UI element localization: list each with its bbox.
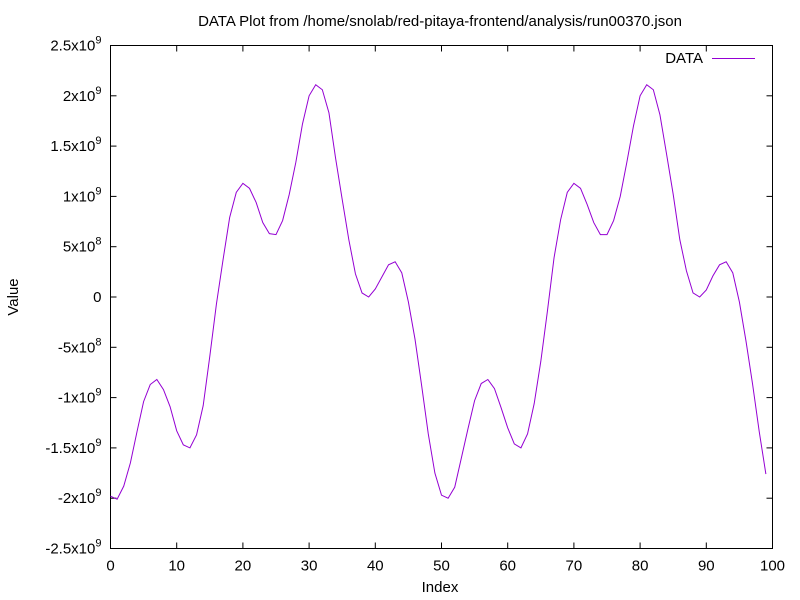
- x-tick-labels: 0 10 20 30 40 50 60 70 80 90 100: [106, 558, 785, 575]
- tick-marks: [110, 45, 773, 549]
- y-tick-label: -1x109: [58, 387, 102, 407]
- y-tick-exponent: 9: [95, 387, 101, 399]
- x-tick-label: 70: [566, 558, 583, 575]
- y-tick-label: -1.5x109: [45, 437, 101, 457]
- legend-label: DATA: [665, 50, 703, 67]
- y-tick-exponent: 9: [95, 437, 101, 449]
- x-axis-label: Index: [422, 579, 459, 596]
- y-tick-label: -2.5x109: [45, 538, 101, 558]
- y-tick-mantissa: 5x10: [63, 239, 96, 256]
- y-tick-label: 2.5x109: [50, 35, 101, 55]
- x-tick-label: 90: [698, 558, 715, 575]
- y-tick-exponent: 9: [95, 487, 101, 499]
- y-tick-exponent: 9: [95, 85, 101, 97]
- y-tick-exponent: 9: [95, 135, 101, 147]
- y-tick-mantissa: 1x10: [63, 188, 96, 205]
- y-tick-mantissa: -2x10: [58, 490, 96, 507]
- legend: DATA: [665, 50, 755, 67]
- y-tick-mantissa: 1.5x10: [50, 138, 95, 155]
- x-tick-label: 100: [760, 558, 785, 575]
- y-tick-mantissa: 2.5x10: [50, 38, 95, 55]
- y-tick-mantissa: 0: [93, 289, 101, 306]
- y-tick-exponent: 8: [95, 336, 101, 348]
- chart-title: DATA Plot from /home/snolab/red-pitaya-f…: [198, 13, 682, 30]
- y-axis-label: Value: [5, 278, 22, 315]
- plot-frame: [110, 45, 773, 549]
- x-tick-label: 20: [235, 558, 252, 575]
- y-tick-exponent: 9: [95, 35, 101, 47]
- y-tick-mantissa: -1.5x10: [45, 440, 95, 457]
- y-tick-label: 1.5x109: [50, 135, 101, 155]
- x-tick-label: 40: [367, 558, 384, 575]
- y-tick-label: 2x109: [63, 85, 102, 105]
- x-tick-label: 10: [168, 558, 185, 575]
- x-tick-label: 30: [301, 558, 318, 575]
- y-tick-label: -2x109: [58, 487, 102, 507]
- x-tick-label: 50: [433, 558, 450, 575]
- y-tick-label: 5x108: [63, 236, 102, 256]
- y-tick-labels: -2.5x109-2x109-1.5x109-1x109-5x10805x108…: [45, 35, 101, 558]
- y-tick-exponent: 8: [95, 236, 101, 248]
- y-tick-mantissa: -1x10: [58, 390, 96, 407]
- series-lines: [110, 83, 767, 500]
- y-tick-mantissa: -5x10: [58, 339, 96, 356]
- y-tick-label: 0: [93, 289, 101, 306]
- x-tick-label: 0: [106, 558, 114, 575]
- y-tick-mantissa: -2.5x10: [45, 541, 95, 558]
- x-tick-label: 80: [632, 558, 649, 575]
- y-tick-exponent: 9: [95, 185, 101, 197]
- y-tick-mantissa: 2x10: [63, 88, 96, 105]
- y-tick-exponent: 9: [95, 538, 101, 550]
- series-line-data: [110, 83, 767, 500]
- y-tick-label: -5x108: [58, 336, 102, 356]
- y-tick-label: 1x109: [63, 185, 102, 205]
- x-tick-label: 60: [499, 558, 516, 575]
